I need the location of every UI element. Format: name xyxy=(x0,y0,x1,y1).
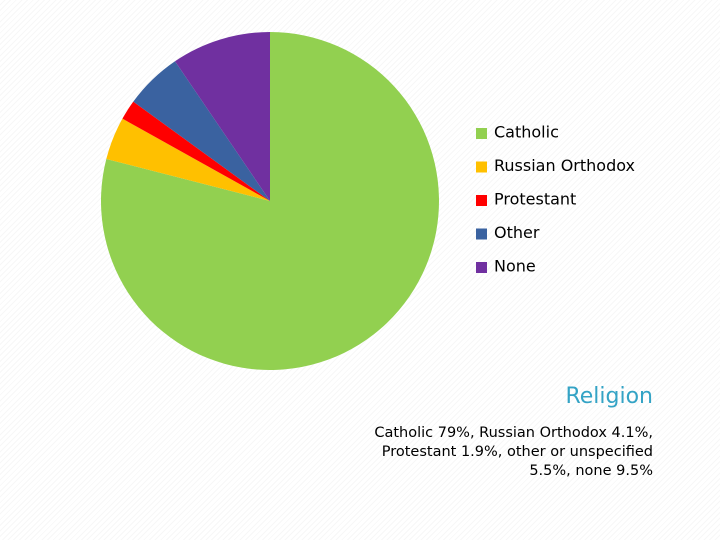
legend-swatch xyxy=(476,161,487,173)
legend-swatch xyxy=(476,262,487,273)
legend-label: Protestant xyxy=(494,190,576,209)
slide-title: Religion xyxy=(565,384,653,409)
pie-slice xyxy=(106,118,270,201)
caption: Catholic 79%, Russian Orthodox 4.1%, Prot… xyxy=(374,424,653,481)
legend-label: Catholic xyxy=(494,123,559,142)
legend-label: Russian Orthodox xyxy=(494,156,635,175)
caption-line: Protestant 1.9%, other or unspecified xyxy=(381,444,653,460)
pie-slice xyxy=(133,61,270,201)
legend-label: None xyxy=(494,257,536,276)
pie-slice xyxy=(122,101,271,201)
legend-swatch xyxy=(476,228,487,240)
legend-swatch xyxy=(476,195,487,206)
legend-swatch xyxy=(476,128,487,139)
caption-line: Catholic 79%, Russian Orthodox 4.1%, xyxy=(374,425,653,441)
caption-line: 5.5%, none 9.5% xyxy=(529,463,653,479)
pie-slice xyxy=(175,32,270,201)
legend-label: Other xyxy=(494,223,540,242)
